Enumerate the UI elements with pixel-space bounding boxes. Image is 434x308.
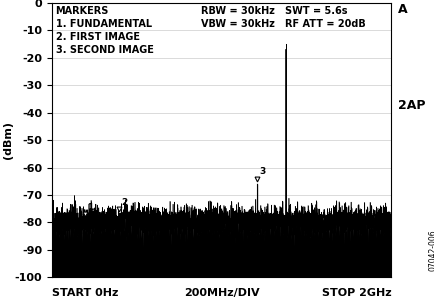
Text: MARKERS
1. FUNDAMENTAL
2. FIRST IMAGE
3. SECOND IMAGE: MARKERS 1. FUNDAMENTAL 2. FIRST IMAGE 3.… xyxy=(56,6,153,55)
Text: START 0Hz: START 0Hz xyxy=(52,288,118,298)
Text: 07042-006: 07042-006 xyxy=(427,229,434,271)
Text: 1: 1 xyxy=(87,203,93,212)
Text: A: A xyxy=(398,3,407,16)
Text: 2AP: 2AP xyxy=(398,99,425,112)
Text: 2: 2 xyxy=(121,197,127,207)
Y-axis label: (dBm): (dBm) xyxy=(3,121,13,159)
Text: STOP 2GHz: STOP 2GHz xyxy=(321,288,391,298)
Text: 3: 3 xyxy=(259,168,265,176)
Text: RBW = 30kHz   SWT = 5.6s
VBW = 30kHz   RF ATT = 20dB: RBW = 30kHz SWT = 5.6s VBW = 30kHz RF AT… xyxy=(201,6,365,29)
Text: 200MHz/DIV: 200MHz/DIV xyxy=(184,288,259,298)
